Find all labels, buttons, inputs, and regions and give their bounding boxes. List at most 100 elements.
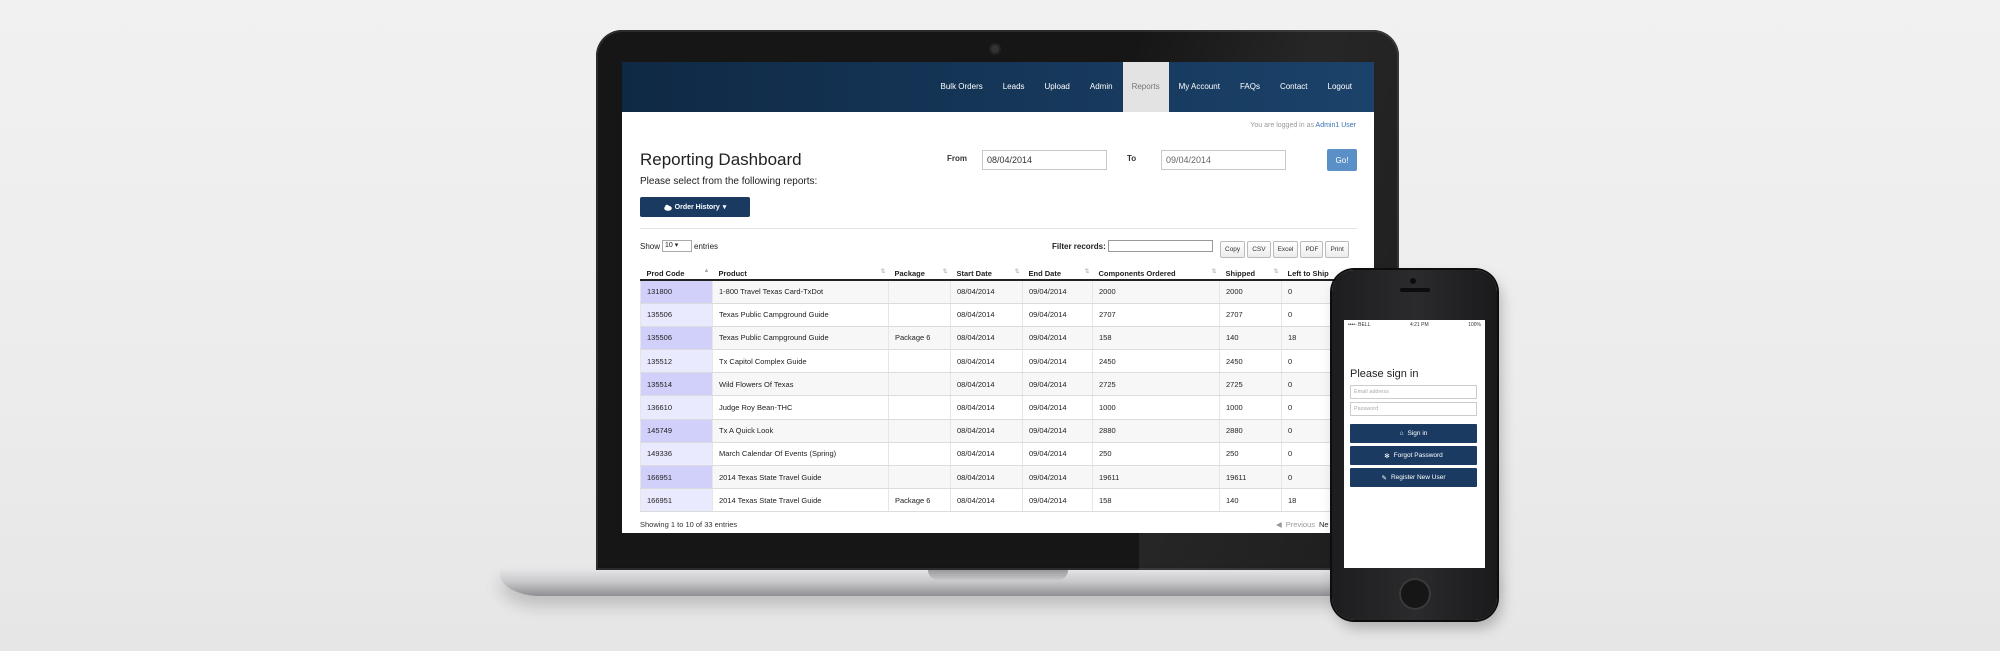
sort-icon: ⇅: [1211, 269, 1217, 275]
table-cell: 09/04/2014: [1022, 280, 1093, 304]
next-button[interactable]: Ne: [1318, 520, 1329, 529]
table-cell: [888, 465, 951, 490]
copy-button[interactable]: Copy: [1220, 241, 1246, 258]
table-cell: 145749: [640, 419, 713, 443]
print-button[interactable]: Print: [1325, 241, 1349, 258]
sort-icon: ⇅: [1014, 269, 1020, 275]
table-cell: 08/04/2014: [950, 465, 1023, 490]
page-length-select[interactable]: 10 ▾: [662, 240, 693, 252]
nav-item-upload[interactable]: Upload: [1044, 82, 1070, 91]
table-cell: 131800: [640, 280, 713, 304]
sort-icon: ⇅: [880, 269, 886, 275]
pencil-icon: ✎: [1381, 474, 1387, 482]
prev-arrow-icon: ◀: [1276, 520, 1282, 529]
table-cell: 09/04/2014: [1022, 442, 1093, 467]
cloud-icon: [663, 204, 672, 211]
column-header[interactable]: Prod Code ▲: [640, 267, 713, 281]
nav-item-reports[interactable]: Reports: [1122, 62, 1169, 112]
column-header[interactable]: Shipped ⇅: [1219, 267, 1282, 281]
column-header[interactable]: Start Date ⇅: [950, 267, 1023, 281]
table-row: 166951 2014 Texas State Travel Guide Packa…: [640, 488, 1358, 513]
nav-item-logout[interactable]: Logout: [1327, 82, 1352, 91]
table-cell: 158: [1092, 488, 1220, 513]
column-header[interactable]: Package ⇅: [888, 267, 951, 281]
password-field[interactable]: Password: [1350, 402, 1477, 416]
table-cell: 250: [1092, 442, 1220, 467]
sign-in-button[interactable]: ⌂ Sign in: [1350, 424, 1477, 443]
table-cell: 09/04/2014: [1022, 488, 1093, 513]
divider: [640, 228, 1357, 229]
table-cell: 08/04/2014: [950, 326, 1023, 351]
column-header[interactable]: Components Ordered ⇅: [1092, 267, 1220, 281]
csv-button[interactable]: CSV: [1247, 241, 1271, 258]
previous-button[interactable]: Previous: [1285, 520, 1315, 529]
to-date-input[interactable]: 09/04/2014: [1161, 150, 1286, 170]
table-cell: 08/04/2014: [950, 419, 1023, 443]
table-cell: 08/04/2014: [950, 303, 1023, 327]
table-cell: 09/04/2014: [1022, 303, 1093, 327]
table-row: 135514 Wild Flowers Of Texas 08/04/2014 09/…: [640, 372, 1358, 397]
excel-button[interactable]: Excel: [1272, 241, 1299, 258]
table-cell: 1000: [1219, 395, 1282, 420]
table-header: Prod Code ▲ Product ⇅ Package ⇅ Start Date ⇅ End…: [640, 267, 1358, 281]
table-cell: 2707: [1092, 303, 1220, 327]
camera: [991, 45, 999, 53]
page-title: Reporting Dashboard: [640, 150, 802, 169]
gear-icon: ✻: [1384, 452, 1390, 460]
signin-title: Please sign in: [1350, 368, 1419, 380]
order-history-dropdown[interactable]: Order History ▾: [640, 197, 750, 217]
sort-icon: ⇅: [1273, 269, 1279, 275]
home-button[interactable]: [1399, 578, 1431, 610]
report-table: Prod Code ▲ Product ⇅ Package ⇅ Start Date ⇅ End…: [640, 267, 1358, 513]
table-body: 131800 1-800 Travel Texas Card-TxDot 08/04…: [640, 280, 1358, 513]
nav-item-my-account[interactable]: My Account: [1178, 82, 1220, 91]
table-cell: Texas Public Campground Guide: [712, 326, 889, 351]
table-cell: March Calendar Of Events (Spring): [712, 442, 889, 467]
table-cell: 158: [1092, 326, 1220, 351]
table-cell: Wild Flowers Of Texas: [712, 372, 889, 397]
home-icon: ⌂: [1399, 430, 1404, 437]
sort-asc-icon: ▲: [703, 268, 710, 274]
carrier: ••••◦ BELL: [1348, 322, 1371, 328]
table-cell: 135506: [640, 303, 713, 327]
table-cell: 08/04/2014: [950, 442, 1023, 467]
email-field[interactable]: Email address: [1350, 385, 1477, 399]
table-cell: 2014 Texas State Travel Guide: [712, 465, 889, 490]
from-date-input[interactable]: 08/04/2014: [982, 150, 1107, 170]
nav-item-contact[interactable]: Contact: [1279, 82, 1308, 91]
table-cell: 250: [1219, 442, 1282, 467]
top-nav: Bulk Orders Leads Upload Admin Reports My Acc…: [622, 62, 1374, 112]
table-cell: 166951: [640, 465, 713, 490]
table-cell: 09/04/2014: [1022, 395, 1093, 420]
table-cell: [888, 442, 951, 467]
nav-item-admin[interactable]: Admin: [1089, 82, 1113, 91]
table-cell: 19611: [1219, 465, 1282, 490]
table-row: 149336 March Calendar Of Events (Spring) 0…: [640, 442, 1358, 467]
table-info: Showing 1 to 10 of 33 entries: [640, 520, 738, 529]
nav-item-faqs[interactable]: FAQs: [1239, 82, 1260, 91]
nav-item-leads[interactable]: Leads: [1002, 82, 1025, 91]
table-cell: Tx A Quick Look: [712, 419, 889, 443]
table-cell: [888, 395, 951, 420]
table-cell: 2725: [1092, 372, 1220, 397]
pdf-button[interactable]: PDF: [1300, 241, 1324, 258]
table-cell: Tx Capitol Complex Guide: [712, 349, 889, 374]
table-cell: 135512: [640, 349, 713, 374]
table-cell: 135506: [640, 326, 713, 351]
go-button[interactable]: Go!: [1327, 149, 1357, 171]
table-cell: 08/04/2014: [950, 372, 1023, 397]
column-header[interactable]: Product ⇅: [712, 267, 889, 281]
register-button[interactable]: ✎ Register New User: [1350, 468, 1477, 487]
nav-item-bulk-orders[interactable]: Bulk Orders: [940, 82, 983, 91]
column-header[interactable]: End Date ⇅: [1022, 267, 1093, 281]
forgot-password-button[interactable]: ✻ Forgot Password: [1350, 446, 1477, 465]
table-cell: 2014 Texas State Travel Guide: [712, 488, 889, 513]
battery: 100%: [1468, 322, 1481, 328]
user-link[interactable]: Admin1 User: [1315, 122, 1356, 129]
to-label: To: [1127, 154, 1137, 163]
table-cell: [888, 349, 951, 374]
table-cell: 2725: [1219, 372, 1282, 397]
filter-input[interactable]: [1107, 240, 1213, 252]
sort-icon: ⇅: [942, 269, 948, 275]
table-row: 166951 2014 Texas State Travel Guide 08/04…: [640, 465, 1358, 490]
